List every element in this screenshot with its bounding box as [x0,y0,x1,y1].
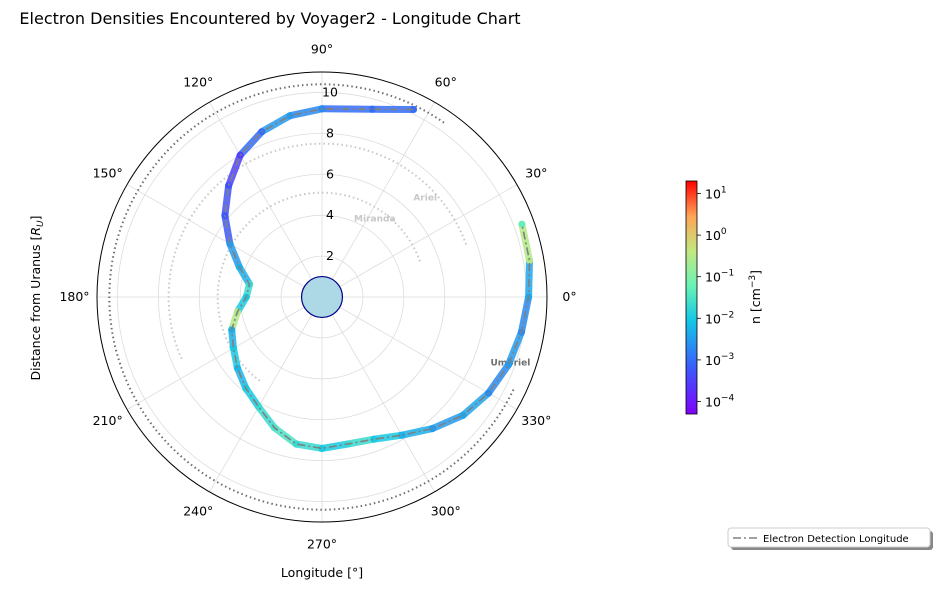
angle-tick-label: 330° [521,413,551,428]
radial-tick-label: 4 [326,207,334,222]
colorbar-tick-label: 10−2 [705,310,734,326]
data-point [518,220,526,228]
data-point [318,444,326,452]
legend-label: Electron Detection Longitude [763,534,909,545]
radial-tick-label: 8 [326,125,334,140]
angle-tick-label: 240° [183,503,213,518]
angle-tick-label: 300° [431,503,461,518]
colorbar-tick-label: 10−4 [705,393,734,409]
chart-title: Electron Densities Encountered by Voyage… [19,9,520,28]
planet-uranus [300,275,344,319]
angle-tick-label: 90° [311,42,333,57]
grid-spoke [321,296,435,493]
moon-label: Ariel [413,194,437,204]
colorbar-label: n [cm−3] [748,270,763,324]
angle-tick-label: 120° [183,75,213,90]
polar-frame [96,71,548,523]
y-axis-label: Distance from Uranus [RU] [28,215,46,380]
moon-orbit [167,142,468,360]
radial-tick-label: 10 [322,84,338,99]
angle-tick-label: 180° [59,289,89,304]
grid-spoke [321,184,518,298]
legend-box [727,527,931,548]
angle-tick-label: 30° [525,165,547,180]
data-point [428,425,436,433]
polar-axes: 2 4 6 8 10 0° 30° 60° 90° 120° 150° 180° 210° 240° 270… [59,42,576,552]
colorbar: 10−4 10−3 10−2 10−1 100 101 n [cm−3] [685,180,763,415]
grid-spoke [126,296,323,410]
data-point [526,256,533,264]
colorbar-gradient [685,180,698,415]
angle-tick-label: 150° [93,165,123,180]
angle-tick-label: 0° [562,289,576,304]
data-point [398,431,406,439]
series-line [224,107,531,450]
grid-spoke [209,101,323,298]
colorbar-tick-label: 10−3 [705,352,734,368]
colorbar-tick-label: 10−1 [705,269,734,285]
data-point [229,344,237,352]
moon-label: Miranda [354,215,395,225]
grid-spoke [209,296,323,493]
data-point [368,105,376,113]
angle-tick-label: 270° [307,537,337,552]
data-point [370,435,378,443]
legend[interactable]: Electron Detection Longitude [727,527,933,550]
moon-orbit [216,191,421,383]
data-point [459,411,467,419]
grid-spoke [321,101,435,298]
angle-tick-label: 60° [435,75,457,90]
colorbar-tick-label: 101 [705,186,727,202]
angle-tick-label: 210° [93,413,123,428]
grid-spoke [126,184,323,298]
colorbar-tick-label: 100 [705,227,727,243]
x-axis-label: Longitude [°] [281,565,363,580]
radial-tick-label: 2 [326,248,334,263]
radial-tick-label: 6 [326,166,334,181]
colorbar-ticks: 10−4 10−3 10−2 10−1 100 101 [697,186,734,409]
data-point [225,182,233,190]
grid-spoke [321,296,518,410]
